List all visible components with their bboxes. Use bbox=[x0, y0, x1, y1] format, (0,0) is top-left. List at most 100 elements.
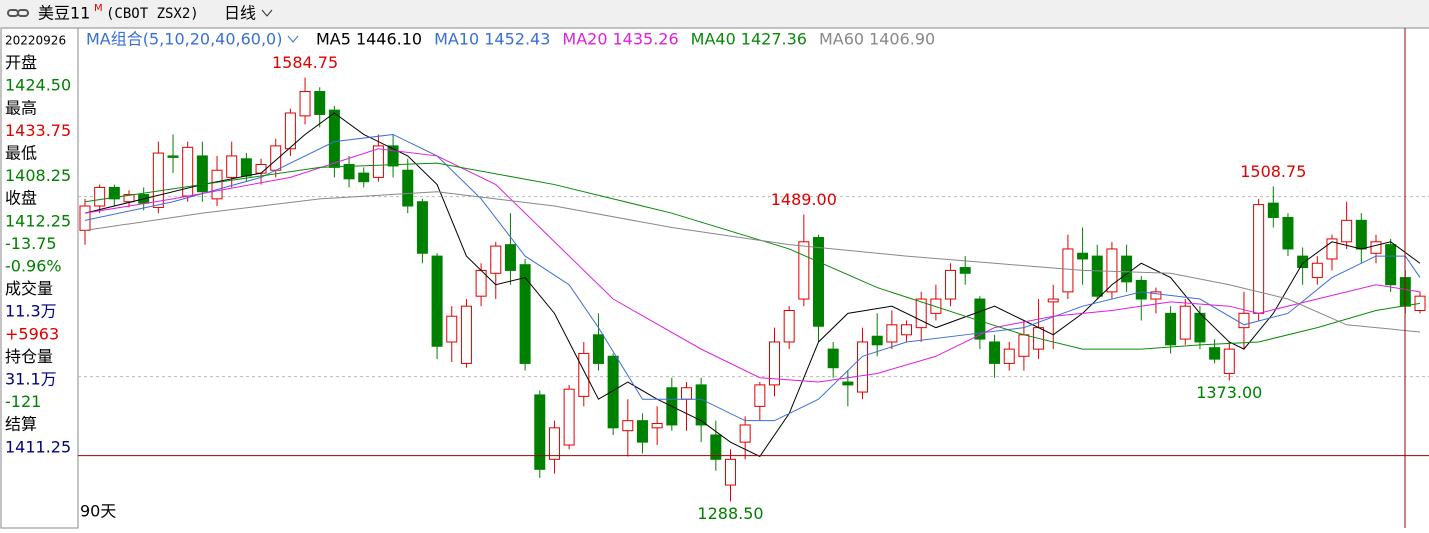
candle-body bbox=[607, 355, 619, 429]
info-item: 开盘 bbox=[5, 53, 37, 72]
period[interactable]: 日线 bbox=[224, 4, 256, 23]
candle-body bbox=[915, 298, 927, 329]
candle-body bbox=[1209, 347, 1221, 360]
ma-line bbox=[84, 162, 1421, 350]
candle-body bbox=[196, 155, 208, 193]
candle-body bbox=[1018, 334, 1030, 357]
candle-body bbox=[490, 245, 502, 274]
legend-name: MA60 bbox=[819, 30, 864, 49]
candle-body bbox=[387, 145, 399, 167]
low-label: 1373.00 bbox=[1196, 383, 1262, 402]
link-icon bbox=[7, 9, 29, 17]
candle-body bbox=[108, 186, 120, 200]
candle-body bbox=[284, 112, 296, 150]
legend-name: MA40 bbox=[691, 30, 736, 49]
info-item: -13.75 bbox=[5, 234, 57, 253]
candle-body bbox=[886, 324, 898, 343]
dropdown-arrow[interactable] bbox=[261, 9, 273, 17]
candle-body bbox=[680, 387, 692, 400]
info-item: 31.1万 bbox=[5, 370, 57, 389]
candle-body bbox=[857, 341, 869, 393]
title-sup: M bbox=[94, 3, 103, 14]
candle-body bbox=[945, 269, 957, 300]
code: (CBOT ZSX2) bbox=[106, 6, 199, 22]
candle-body bbox=[1062, 248, 1074, 293]
high-label: 1508.75 bbox=[1240, 162, 1306, 181]
ma-line bbox=[84, 112, 1421, 458]
candle-body bbox=[79, 205, 91, 231]
candle-body bbox=[372, 145, 384, 178]
candle-body bbox=[446, 315, 458, 343]
candle-body bbox=[328, 109, 340, 168]
info-item: 结算 bbox=[5, 415, 37, 434]
candle-body bbox=[1326, 238, 1338, 260]
candle-body bbox=[592, 334, 604, 364]
candle-body bbox=[798, 241, 810, 300]
ma-line bbox=[84, 148, 1421, 383]
candle-body bbox=[578, 352, 590, 397]
candle-body bbox=[94, 186, 106, 207]
candle-body bbox=[739, 424, 751, 443]
candle-body bbox=[901, 324, 913, 336]
info-item: 1408.25 bbox=[5, 166, 71, 185]
candle-body bbox=[123, 194, 135, 203]
candle-body bbox=[1194, 312, 1206, 343]
header-bar bbox=[0, 0, 1429, 28]
candle-body bbox=[152, 152, 164, 208]
ma-line bbox=[84, 133, 1421, 422]
candle-body bbox=[1355, 219, 1367, 250]
candle-body bbox=[813, 237, 825, 327]
candle-body bbox=[358, 172, 370, 183]
candle-body bbox=[1135, 279, 1147, 300]
candle-body bbox=[1047, 298, 1059, 303]
legend-value: 1452.43 bbox=[484, 30, 550, 49]
legend-name: MA5 bbox=[316, 30, 351, 49]
info-item: 11.3万 bbox=[5, 302, 57, 321]
candle-body bbox=[651, 423, 663, 429]
info-item: 持仓量 bbox=[5, 347, 53, 366]
ma-title[interactable]: MA组合(5,10,20,40,60,0) bbox=[86, 30, 282, 49]
candle-body bbox=[240, 158, 252, 177]
candle-body bbox=[783, 309, 795, 343]
candle-body bbox=[1385, 244, 1397, 286]
legend-name: MA10 bbox=[434, 30, 479, 49]
candle-body bbox=[314, 91, 326, 115]
candle-body bbox=[299, 91, 311, 117]
candle-body bbox=[1370, 241, 1382, 254]
candle-body bbox=[1121, 255, 1133, 283]
candle-body bbox=[1150, 291, 1162, 300]
candle-body bbox=[871, 335, 883, 346]
candle-body bbox=[695, 384, 707, 426]
candle-body bbox=[754, 384, 766, 407]
candle-body bbox=[211, 169, 223, 200]
footer: 90天 bbox=[80, 502, 116, 521]
candle-body bbox=[1341, 219, 1353, 243]
high-label: 1489.00 bbox=[771, 190, 837, 209]
info-item: 最高 bbox=[5, 98, 37, 117]
candle-body bbox=[769, 341, 781, 386]
candle-body bbox=[519, 264, 531, 364]
low-label: 1288.50 bbox=[697, 504, 763, 523]
info-item: 1412.25 bbox=[5, 211, 71, 230]
info-item: +5963 bbox=[5, 324, 59, 343]
candle-body bbox=[1003, 348, 1015, 364]
candle-body bbox=[534, 394, 546, 470]
candle-body bbox=[989, 341, 1001, 364]
candle-body bbox=[1238, 312, 1250, 329]
candle-body bbox=[1179, 305, 1191, 340]
info-item: 20220926 bbox=[5, 34, 66, 48]
info-item: 1433.75 bbox=[5, 121, 71, 140]
candle-body bbox=[1311, 262, 1323, 279]
info-item: 成交量 bbox=[5, 279, 53, 298]
candle-body bbox=[548, 427, 560, 460]
title: 美豆11 bbox=[38, 4, 90, 23]
ma-arrow[interactable] bbox=[287, 35, 299, 43]
candle-body bbox=[343, 164, 355, 180]
candle-body bbox=[504, 244, 516, 271]
candle-body bbox=[167, 155, 179, 158]
candle-body bbox=[563, 388, 575, 446]
legend-value: 1446.10 bbox=[356, 30, 422, 49]
candle-body bbox=[959, 267, 971, 274]
candle-body bbox=[1267, 202, 1279, 218]
candle-body bbox=[1091, 255, 1103, 297]
